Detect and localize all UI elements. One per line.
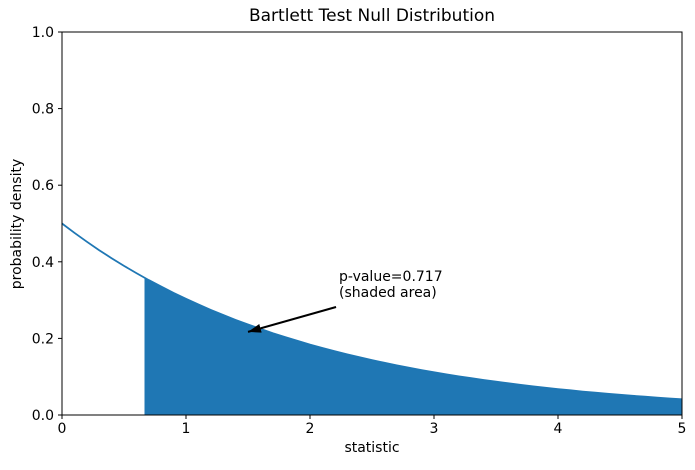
x-tick-label: 2	[306, 421, 315, 437]
y-tick-label: 0.4	[32, 255, 54, 271]
y-axis-label: probability density	[9, 158, 25, 290]
shaded-area	[144, 277, 682, 415]
annotation-arrow	[247, 306, 337, 333]
y-tick-label: 0.8	[32, 102, 54, 118]
y-tick-label: 0.0	[32, 408, 54, 424]
x-axis-label: statistic	[344, 440, 400, 456]
x-tick-label: 3	[430, 421, 439, 437]
p-value-annotation: p-value=0.717 (shaded area)	[339, 269, 443, 301]
y-tick-label: 1.0	[32, 25, 54, 41]
annotation-line2: (shaded area)	[339, 285, 437, 301]
chart-title: Bartlett Test Null Distribution	[248, 6, 496, 26]
x-tick-label: 5	[678, 421, 687, 437]
plot-border	[61, 31, 683, 416]
axis-tick-labels: 0 1 2 3 4 5 0.0 0.2 0.4 0.6 0.8 1.0	[32, 25, 687, 437]
x-tick-label: 4	[554, 421, 563, 437]
y-tick-label: 0.2	[32, 331, 54, 347]
axis-tick-marks	[58, 31, 683, 419]
density-curve	[61, 222, 683, 401]
y-tick-label: 0.6	[32, 178, 54, 194]
annotation-line1: p-value=0.717	[339, 269, 443, 285]
x-tick-label: 0	[58, 421, 67, 437]
x-tick-label: 1	[182, 421, 191, 437]
